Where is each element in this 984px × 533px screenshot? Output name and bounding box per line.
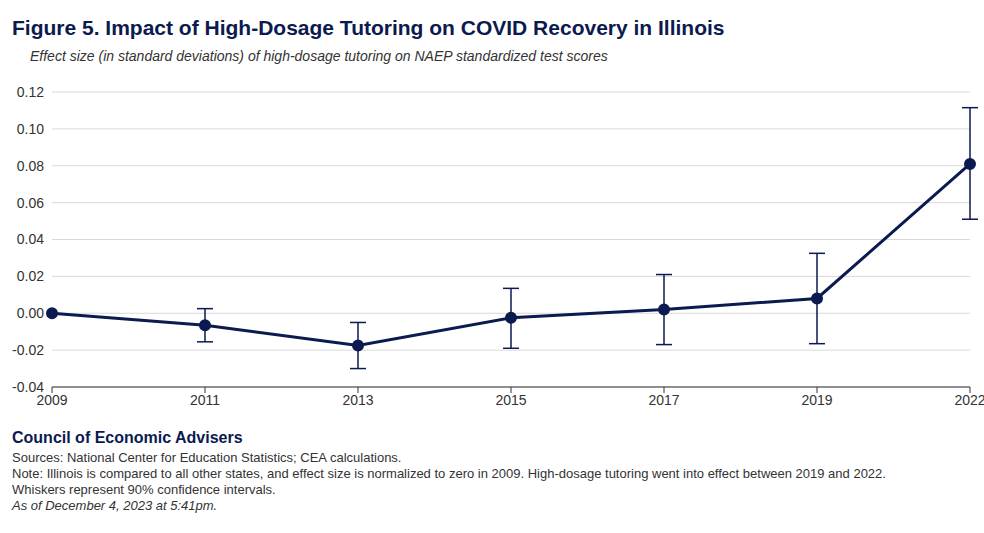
html-text:Whiskers represent 90% confide: Whiskers represent 90% confidence interv… xyxy=(12,482,276,497)
svg-text:2009: 2009 xyxy=(36,391,68,408)
svg-text:0.06: 0.06 xyxy=(17,195,44,211)
html-text:Note: Illinois is compared to: Note: Illinois is compared to all other … xyxy=(12,466,886,481)
svg-text:0.02: 0.02 xyxy=(17,268,44,284)
svg-text:2011: 2011 xyxy=(190,392,220,408)
svg-text:2019: 2019 xyxy=(801,392,832,408)
svg-text:2015: 2015 xyxy=(495,392,526,408)
svg-text:0.12: 0.12 xyxy=(17,84,44,100)
svg-text:2017: 2017 xyxy=(648,392,679,408)
svg-text:0.00: 0.00 xyxy=(17,305,44,321)
svg-text:0.10: 0.10 xyxy=(17,121,44,137)
html-text:As of December 4, 2023 at 5:41: As of December 4, 2023 at 5:41pm. xyxy=(12,498,218,513)
html-text:Council of Economic Advisers: Council of Economic Advisers xyxy=(12,429,243,446)
svg-text:0.04: 0.04 xyxy=(17,231,44,247)
svg-text:0.08: 0.08 xyxy=(17,158,44,174)
html-text:Effect size (in standard devia: Effect size (in standard deviations) of … xyxy=(30,48,608,64)
svg-text:2022: 2022 xyxy=(954,392,976,408)
svg-text:-0.02: -0.02 xyxy=(12,342,44,358)
svg-text:-0.04: -0.04 xyxy=(12,379,44,395)
svg-text:2013: 2013 xyxy=(342,392,373,408)
html-text:Sources: National Center for E: Sources: National Center for Education S… xyxy=(12,450,402,465)
html-text:Figure 5. Impact of High-Dosag: Figure 5. Impact of High-Dosage Tutoring… xyxy=(12,16,725,39)
